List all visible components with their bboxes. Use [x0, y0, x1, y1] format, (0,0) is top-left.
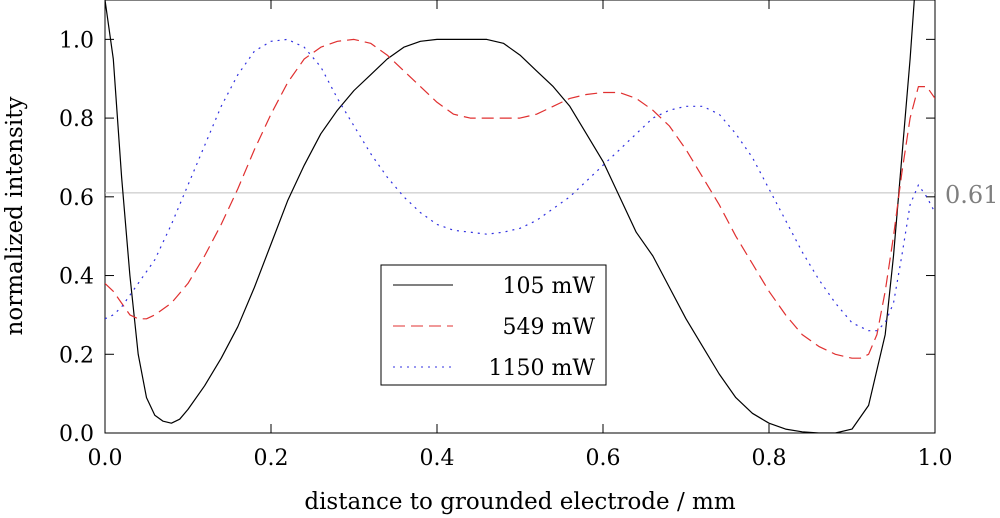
x-tick-label: 0.6: [586, 446, 621, 471]
series-line-549mw: [105, 38, 935, 359]
y-tick-label: 0.8: [59, 107, 94, 132]
plot-frame: [104, 0, 936, 434]
x-tick-label: 1.0: [918, 446, 953, 471]
x-tick-label: 0.2: [254, 446, 289, 471]
series-line-1150mw: [105, 38, 935, 332]
y-tick-label: 0.6: [59, 186, 94, 211]
legend-label-549mw: 549 mW: [503, 315, 596, 340]
legend: 105 mW 549 mW 1150 mW: [380, 264, 607, 386]
x-tick-label: 0.0: [88, 446, 123, 471]
x-axis-label: distance to grounded electrode / mm: [304, 489, 735, 515]
y-tick-label: 0.0: [59, 422, 94, 447]
x-tick-label: 0.4: [420, 446, 455, 471]
y-tick-label: 0.2: [59, 343, 94, 368]
y-tick-label: 1.0: [59, 28, 94, 53]
y-tick-label: 0.4: [59, 265, 94, 290]
series-line-105mw: [105, 0, 915, 433]
reference-line-label: 0.61: [945, 181, 998, 209]
x-tick-label: 0.8: [752, 446, 787, 471]
legend-label-1150mw: 1150 mW: [489, 356, 596, 381]
y-axis-label: normalized intensity: [2, 97, 28, 336]
legend-label-105mw: 105 mW: [503, 274, 596, 299]
